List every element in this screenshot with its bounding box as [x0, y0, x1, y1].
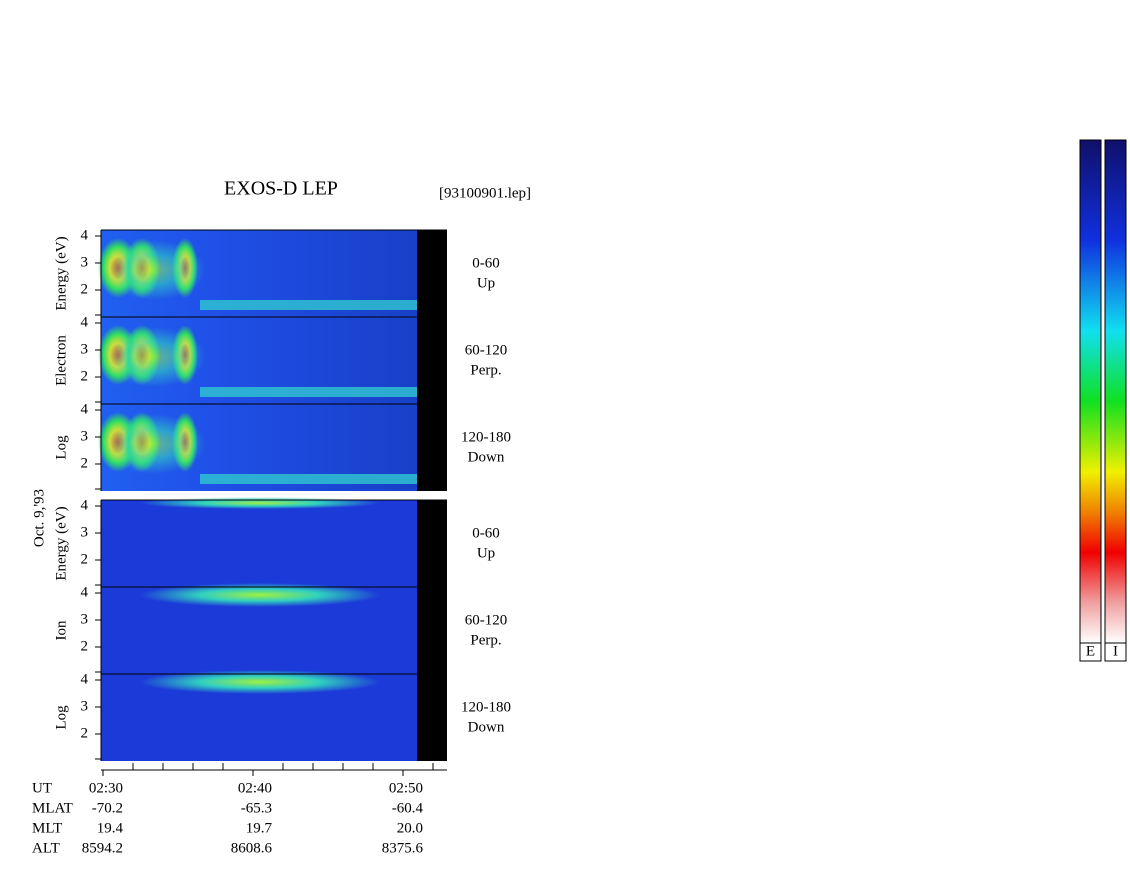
- spectrogram: [101, 500, 417, 587]
- row-label: MLAT: [32, 800, 73, 816]
- row-value: 02:30: [89, 780, 123, 796]
- row-label: UT: [32, 780, 52, 796]
- pitch-angle: 60-120: [465, 612, 508, 628]
- y-tick-label: 3: [81, 698, 89, 714]
- y-tick-label: 2: [81, 551, 89, 567]
- y-tick-label: 3: [81, 524, 89, 540]
- spectrogram-band: [200, 387, 417, 397]
- y-tick-label: 2: [81, 455, 89, 471]
- row-value: -65.3: [241, 800, 272, 816]
- row-value: 02:50: [389, 780, 423, 796]
- direction: Down: [468, 719, 505, 735]
- y-tick-label: 3: [81, 254, 89, 270]
- spectrogram-band: [200, 300, 417, 310]
- y-tick-label: 4: [81, 401, 89, 417]
- axis-label: Log: [53, 705, 69, 730]
- pitch-angle: 0-60: [472, 255, 500, 271]
- axis-label: Energy (eV): [53, 506, 69, 580]
- row-value: 8594.2: [82, 840, 123, 856]
- color-bar-label-box: [1104, 642, 1127, 662]
- spectrogram-band: [101, 414, 206, 474]
- row-value: 19.7: [246, 820, 273, 836]
- axis-label: Log: [53, 435, 69, 460]
- y-tick-label: 2: [81, 725, 89, 741]
- spectrogram-band: [140, 670, 380, 694]
- color-bar-label: I: [1113, 643, 1118, 659]
- panel-background: [417, 317, 447, 404]
- y-tick-label: 4: [81, 584, 89, 600]
- row-value: 20.0: [397, 820, 423, 836]
- y-tick-label: 4: [81, 314, 89, 330]
- y-tick-label: 3: [81, 341, 89, 357]
- direction: Perp.: [470, 632, 501, 648]
- y-tick-label: 3: [81, 611, 89, 627]
- row-value: 19.4: [97, 820, 124, 836]
- direction: Up: [477, 275, 495, 291]
- panel-background: [417, 230, 447, 317]
- row-value: 02:40: [238, 780, 272, 796]
- title: EXOS-D LEP: [224, 178, 338, 200]
- axis-label: Electron: [53, 335, 69, 386]
- panel-background: [417, 404, 447, 491]
- color-bar-label: E: [1086, 643, 1095, 659]
- row-value: -60.4: [392, 800, 424, 816]
- axis-label: Energy (eV): [53, 236, 69, 310]
- row-value: 8608.6: [231, 840, 273, 856]
- spectrogram-band: [140, 497, 380, 509]
- direction: Perp.: [470, 362, 501, 378]
- y-tick-label: 3: [81, 428, 89, 444]
- panel-background: [417, 674, 447, 761]
- color-bar-label-box: [1079, 642, 1102, 662]
- axis-label: Ion: [53, 620, 69, 640]
- date: Oct. 9,'93: [31, 489, 47, 547]
- color-bar: [1079, 139, 1102, 644]
- pitch-angle: 60-120: [465, 342, 508, 358]
- spectrogram-band: [101, 327, 206, 387]
- pitch-angle: 120-180: [461, 699, 511, 715]
- direction: Down: [468, 449, 505, 465]
- y-tick-label: 4: [81, 671, 89, 687]
- panel-background: [417, 500, 447, 587]
- row-value: -70.2: [92, 800, 123, 816]
- color-bar: [1104, 139, 1127, 644]
- y-tick-label: 2: [81, 281, 89, 297]
- file-name: [93100901.lep]: [439, 185, 531, 201]
- row-value: 8375.6: [382, 840, 424, 856]
- row-label: MLT: [32, 820, 62, 836]
- y-tick-label: 2: [81, 368, 89, 384]
- y-tick-label: 4: [81, 227, 89, 243]
- pitch-angle: 0-60: [472, 525, 500, 541]
- direction: Up: [477, 545, 495, 561]
- spectrogram-band: [200, 474, 417, 484]
- pitch-angle: 120-180: [461, 429, 511, 445]
- panel-background: [417, 587, 447, 674]
- y-tick-label: 4: [81, 497, 89, 513]
- row-label: ALT: [32, 840, 60, 856]
- spectrogram-band: [140, 583, 380, 607]
- y-tick-label: 2: [81, 638, 89, 654]
- spectrogram-band: [101, 240, 206, 300]
